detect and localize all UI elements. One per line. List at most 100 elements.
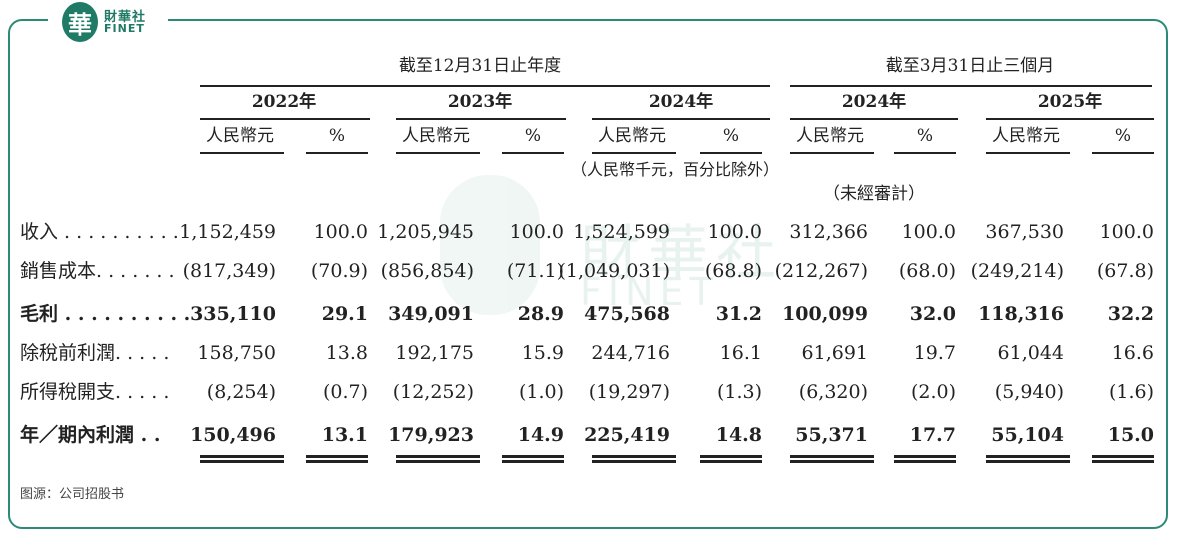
table-cell: 158,750 <box>197 342 276 364</box>
currency-header: 人民幣元 <box>992 126 1060 146</box>
table-cell: 118,316 <box>978 303 1064 325</box>
table-cell: 179,923 <box>388 424 474 446</box>
rule <box>200 85 770 87</box>
currency-header: 人民幣元 <box>598 126 666 146</box>
table-cell: (1.3) <box>716 381 762 403</box>
table-cell: 61,044 <box>997 342 1064 364</box>
table-cell: (6,320) <box>798 381 868 403</box>
double-rule <box>1092 455 1154 463</box>
double-rule <box>790 455 874 463</box>
year-header: 2023年 <box>447 92 513 112</box>
table-cell: (8,254) <box>206 381 276 403</box>
table-cell: (0.7) <box>322 381 368 403</box>
rule <box>306 152 368 154</box>
rule <box>790 118 958 120</box>
table-cell: 1,205,945 <box>377 221 474 243</box>
table-cell: 15.9 <box>521 342 564 364</box>
table-cell: (71.1) <box>506 260 564 282</box>
table-cell: 15.0 <box>1107 424 1154 446</box>
double-rule <box>306 455 368 463</box>
table-cell: 100.0 <box>509 221 564 243</box>
brand-seal-icon: 華 <box>62 2 98 42</box>
rule <box>986 118 1154 120</box>
table-cell: 29.1 <box>321 303 368 325</box>
brand-name-cn: 財華社 <box>104 10 147 25</box>
table-cell: 1,152,459 <box>179 221 276 243</box>
year-header: 2022年 <box>251 92 317 112</box>
percent-header: % <box>524 126 542 146</box>
table-cell: 100.0 <box>901 221 956 243</box>
table-cell: 100.0 <box>707 221 762 243</box>
currency-header: 人民幣元 <box>206 126 274 146</box>
double-rule <box>700 455 762 463</box>
double-rule <box>986 455 1070 463</box>
unaudited-note: （未經審計） <box>823 184 925 204</box>
table-cell: 1,524,599 <box>573 221 670 243</box>
table-cell: (70.9) <box>310 260 368 282</box>
rule <box>894 152 956 154</box>
table-cell: (2.0) <box>910 381 956 403</box>
rule <box>790 152 874 154</box>
table-cell: 61,691 <box>801 342 868 364</box>
double-rule <box>894 455 956 463</box>
rule <box>396 152 480 154</box>
table-cell: 14.9 <box>517 424 564 446</box>
table-cell: 367,530 <box>985 221 1064 243</box>
table-cell: 32.2 <box>1107 303 1154 325</box>
rule <box>200 118 370 120</box>
table-cell: (12,252) <box>392 381 474 403</box>
currency-header: 人民幣元 <box>402 126 470 146</box>
table-cell: (856,854) <box>380 260 474 282</box>
percent-header: % <box>1114 126 1132 146</box>
brand-name-en: FINET <box>104 22 145 35</box>
table-cell: 13.1 <box>321 424 368 446</box>
table-cell: (1,049,031) <box>558 260 670 282</box>
table-cell: (1.6) <box>1108 381 1154 403</box>
header-year-group: 截至12月31日止年度 <box>398 56 562 76</box>
table-cell: 192,175 <box>395 342 474 364</box>
row-label: 毛利 . . . . . . . . . . <box>20 303 191 325</box>
table-cell: 55,371 <box>795 424 868 446</box>
year-header: 2025年 <box>1037 92 1103 112</box>
table-cell: 244,716 <box>591 342 670 364</box>
percent-header: % <box>328 126 346 146</box>
table-cell: (68.0) <box>898 260 956 282</box>
rule <box>396 118 566 120</box>
table-cell: (68.8) <box>704 260 762 282</box>
table-cell: 19.7 <box>913 342 956 364</box>
rule <box>986 152 1070 154</box>
table-cell: 28.9 <box>517 303 564 325</box>
table-cell: (5,940) <box>994 381 1064 403</box>
table-cell: 100.0 <box>1099 221 1154 243</box>
table-cell: 100,099 <box>782 303 868 325</box>
table-cell: 32.0 <box>909 303 956 325</box>
double-rule <box>396 455 480 463</box>
percent-header: % <box>722 126 740 146</box>
rule <box>200 152 284 154</box>
table-cell: 16.6 <box>1111 342 1154 364</box>
year-header: 2024年 <box>841 92 907 112</box>
row-label: 所得稅開支. . . . . <box>20 381 170 403</box>
rule <box>502 152 564 154</box>
table-cell: (249,214) <box>970 260 1064 282</box>
row-label: 收入 . . . . . . . . . . <box>20 221 179 243</box>
header-quarter-group: 截至3月31日止三個月 <box>885 56 1055 76</box>
rule <box>790 85 1152 87</box>
content-frame <box>8 19 1168 529</box>
row-label: 銷售成本. . . . . . . <box>20 260 175 282</box>
year-header: 2024年 <box>648 92 714 112</box>
table-cell: 14.8 <box>715 424 762 446</box>
table-cell: (19,297) <box>588 381 670 403</box>
rule <box>1092 152 1154 154</box>
rule <box>592 152 676 154</box>
table-cell: (817,349) <box>182 260 276 282</box>
unit-note: （人民幣千元，百分比除外） <box>570 160 779 179</box>
table-cell: 17.7 <box>909 424 956 446</box>
table-cell: 55,104 <box>991 424 1064 446</box>
table-cell: 312,366 <box>789 221 868 243</box>
table-cell: 475,568 <box>584 303 670 325</box>
table-cell: 16.1 <box>719 342 762 364</box>
rule <box>700 152 762 154</box>
percent-header: % <box>916 126 934 146</box>
watermark-seal-icon <box>440 175 540 315</box>
